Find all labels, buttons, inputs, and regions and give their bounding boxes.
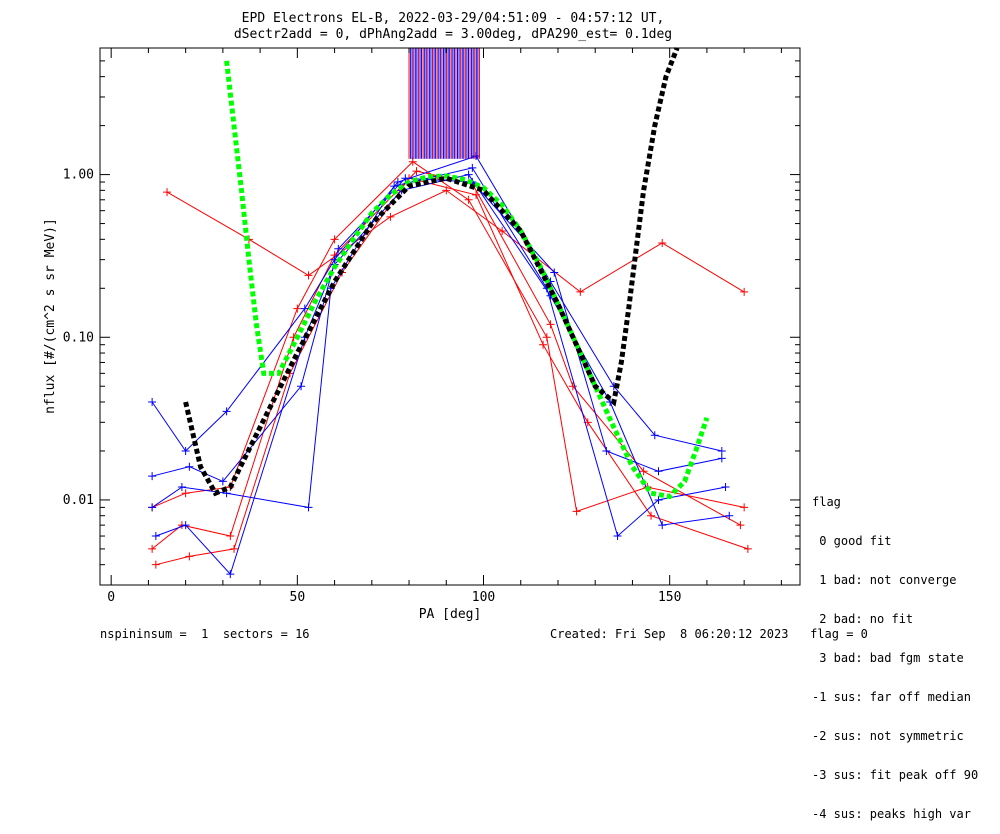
legend-item: 3 bad: bad fgm state	[812, 651, 964, 665]
data-point	[177, 483, 186, 492]
data-point	[464, 170, 473, 179]
data-point	[297, 382, 306, 391]
green-fit-curve	[224, 60, 710, 500]
y-tick-label: 0.01	[63, 493, 94, 508]
data-point	[393, 178, 402, 187]
data-point	[468, 163, 477, 172]
chart-title: EPD Electrons EL-B, 2022-03-29/04:51:09 …	[242, 11, 665, 26]
data-point	[542, 333, 551, 342]
data-point	[721, 483, 730, 492]
data-point	[717, 446, 726, 455]
data-point	[386, 212, 395, 221]
data-point	[304, 503, 313, 512]
data-point	[658, 521, 667, 530]
data-point	[226, 532, 235, 541]
x-tick-label: 0	[107, 590, 115, 605]
blue-series-line	[155, 174, 730, 576]
footer-spin-info: nspininsum = 1 sectors = 16	[100, 627, 310, 641]
data-point	[401, 174, 410, 183]
data-point	[148, 472, 157, 481]
data-point	[658, 238, 667, 247]
data-point	[163, 188, 172, 197]
data-point	[539, 340, 548, 349]
footer-created-info: Created: Fri Sep 8 06:20:12 2023 flag = …	[550, 627, 868, 641]
data-point	[293, 304, 302, 313]
x-tick-label: 150	[658, 590, 681, 605]
data-point	[222, 407, 231, 416]
red-series-line	[166, 189, 745, 293]
y-tick-label: 0.10	[63, 330, 94, 345]
legend-title: flag	[812, 495, 841, 509]
legend-item: -1 sus: far off median	[812, 690, 971, 704]
flag-legend: flag 0 good fit 1 bad: not converge 2 ba…	[812, 470, 978, 834]
data-point	[647, 511, 656, 520]
y-axis-label: nflux [#/(cm^2 s sr MeV)]	[43, 218, 58, 414]
data-point	[181, 521, 190, 530]
data-point	[185, 552, 194, 561]
data-point	[185, 462, 194, 471]
axes-layer: 0 50 100 150 0.01 0.10 1.00	[63, 47, 800, 605]
data-point	[148, 397, 157, 406]
data-point	[334, 244, 343, 253]
data-point	[654, 467, 663, 476]
data-point	[717, 454, 726, 463]
blue-series-line	[151, 155, 722, 452]
data-point	[412, 167, 421, 176]
data-point	[181, 489, 190, 498]
legend-item: -2 sus: not symmetric	[812, 729, 964, 743]
data-point	[218, 477, 227, 486]
data-point	[725, 511, 734, 520]
data-point	[390, 182, 399, 191]
legend-item: 0 good fit	[812, 534, 892, 548]
data-point	[330, 235, 339, 244]
data-point	[148, 544, 157, 553]
data-point	[602, 446, 611, 455]
legend-item: -4 sus: peaks high var	[812, 807, 971, 821]
data-point	[639, 467, 648, 476]
data-point	[568, 382, 577, 391]
data-point	[151, 560, 160, 569]
overflow-layer	[408, 48, 480, 159]
x-tick-label: 100	[472, 590, 495, 605]
y-tick-label: 1.00	[63, 168, 94, 183]
legend-item: 2 bad: no fit	[812, 612, 914, 626]
data-point	[740, 503, 749, 512]
data-point	[408, 157, 417, 166]
data-point	[151, 532, 160, 541]
data-point	[743, 544, 752, 553]
legend-item: -3 sus: fit peak off 90	[812, 768, 979, 782]
black-fit-curve	[183, 47, 680, 497]
data-point	[498, 227, 507, 236]
data-point	[226, 570, 235, 579]
data-point	[300, 304, 309, 313]
plot-frame	[99, 47, 801, 586]
data-point	[550, 268, 559, 277]
pitch-angle-chart: EPD Electrons EL-B, 2022-03-29/04:51:09 …	[43, 11, 801, 622]
series-layer	[148, 47, 752, 579]
data-point	[572, 507, 581, 516]
chart-subtitle: dSectr2add = 0, dPhAng2add = 3.00deg, dP…	[234, 27, 672, 42]
blue-series-line	[151, 167, 726, 537]
data-point	[304, 271, 313, 280]
data-point	[650, 431, 659, 440]
data-point	[613, 532, 622, 541]
data-point	[736, 521, 745, 530]
data-point	[464, 195, 473, 204]
data-point	[148, 503, 157, 512]
blue-series-line	[151, 177, 722, 483]
data-point	[230, 544, 239, 553]
data-point	[472, 190, 481, 199]
legend-item: 1 bad: not converge	[812, 573, 957, 587]
data-point	[576, 287, 585, 296]
data-point	[654, 495, 663, 504]
x-axis-label: PA [deg]	[419, 607, 482, 622]
data-point	[546, 320, 555, 329]
data-point	[181, 446, 190, 455]
x-tick-label: 50	[290, 590, 306, 605]
data-point	[740, 287, 749, 296]
